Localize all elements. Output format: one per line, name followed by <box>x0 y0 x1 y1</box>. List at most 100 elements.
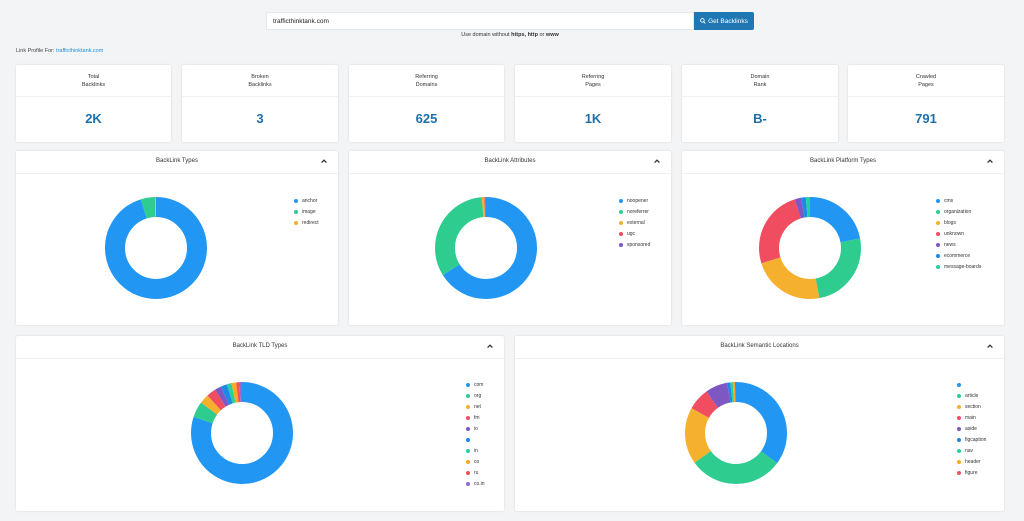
legend-dot-icon <box>466 437 470 442</box>
legend-label: blogs <box>944 219 956 226</box>
stat-value: 625 <box>415 111 438 126</box>
donut-slice-article[interactable] <box>685 382 787 484</box>
get-backlinks-button[interactable]: Get Backlinks <box>694 12 754 30</box>
get-backlinks-label: Get Backlinks <box>708 17 748 25</box>
panel-title: BackLink TLD Types <box>232 343 288 349</box>
chevron-up-icon[interactable] <box>653 157 661 165</box>
legend-label: noopener <box>627 197 649 204</box>
legend-dot-icon <box>466 404 470 409</box>
legend-item[interactable]: org <box>466 390 485 401</box>
legend-item[interactable]: ugc <box>619 228 650 239</box>
legend-item[interactable]: noreferrer <box>619 206 650 217</box>
legend-item[interactable]: image <box>294 206 319 217</box>
legend-item[interactable]: in <box>466 445 485 456</box>
chevron-up-icon[interactable] <box>986 157 994 165</box>
stat-label: Total Backlinks <box>81 74 106 88</box>
panel-title: BackLink Semantic Locations <box>720 343 799 349</box>
legend-label: anchor <box>302 197 318 204</box>
legend-label: noreferrer <box>627 208 649 215</box>
legend-item[interactable]: nav <box>957 445 986 456</box>
legend-item[interactable]: ecommerce <box>936 250 981 261</box>
donut-slice-organization[interactable] <box>759 197 861 299</box>
donut-slice-figure[interactable] <box>685 382 787 484</box>
legend-item[interactable] <box>466 434 485 445</box>
legend-dot-icon <box>957 415 961 420</box>
donut-chart <box>435 197 537 299</box>
legend-item[interactable]: message-boards <box>936 261 981 272</box>
legend-dot-icon <box>936 209 940 214</box>
donut-slice-co.in[interactable] <box>191 382 293 484</box>
legend-label: cms <box>944 197 954 204</box>
legend-dot-icon <box>619 231 623 236</box>
donut-slice-redirect[interactable] <box>105 197 207 299</box>
legend-dot-icon <box>466 481 470 486</box>
stat-label: Referring Domains <box>415 74 438 88</box>
donut-chart <box>191 382 293 484</box>
legend-item[interactable]: figure <box>957 467 986 478</box>
legend-label: fm <box>474 414 480 421</box>
legend-item[interactable]: blogs <box>936 217 981 228</box>
donut-slice-message-boards[interactable] <box>759 197 861 299</box>
stat-label: Crawled Pages <box>915 74 937 88</box>
legend-label: ecommerce <box>944 252 971 259</box>
legend-item[interactable]: ru <box>466 467 485 478</box>
stat-value: 1K <box>584 111 602 126</box>
legend-dot-icon <box>619 209 623 214</box>
legend-item[interactable]: net <box>466 401 485 412</box>
donut-slice-noreferrer[interactable] <box>435 197 537 299</box>
legend-item[interactable]: sponsored <box>619 239 650 250</box>
chevron-up-icon[interactable] <box>486 342 494 350</box>
search-bar: Get Backlinks <box>266 12 754 30</box>
legend-dot-icon <box>957 426 961 431</box>
donut-slice-section[interactable] <box>685 382 787 484</box>
legend-item[interactable]: external <box>619 217 650 228</box>
domain-search-input[interactable] <box>266 12 694 30</box>
legend-label: co.in <box>474 480 485 487</box>
legend-item[interactable]: anchor <box>294 195 319 206</box>
chevron-up-icon[interactable] <box>986 342 994 350</box>
legend-item[interactable]: section <box>957 401 986 412</box>
legend-item[interactable]: io <box>466 423 485 434</box>
stat-value: 791 <box>915 111 937 126</box>
legend-item[interactable]: news <box>936 239 981 250</box>
legend-item[interactable]: organization <box>936 206 981 217</box>
donut-slice-blogs[interactable] <box>759 197 861 299</box>
legend-item[interactable]: com <box>466 379 485 390</box>
panel-backlink-types: BackLink Types anchor image redirect <box>16 151 338 325</box>
legend-label: nav <box>965 447 974 454</box>
donut-slice-anchor[interactable] <box>105 197 207 299</box>
legend-item[interactable]: fm <box>466 412 485 423</box>
legend-item[interactable]: noopener <box>619 195 650 206</box>
legend-item[interactable]: figcaption <box>957 434 986 445</box>
donut-slice-unknown[interactable] <box>759 197 861 299</box>
legend-item[interactable]: co <box>466 456 485 467</box>
legend-item[interactable]: redirect <box>294 217 319 228</box>
panel-title: BackLink Attributes <box>484 158 536 164</box>
panel-title: BackLink Types <box>156 158 198 164</box>
legend-item[interactable]: article <box>957 390 986 401</box>
legend-item[interactable]: unknown <box>936 228 981 239</box>
legend-item[interactable]: co.in <box>466 478 485 489</box>
legend-dot-icon <box>294 198 298 203</box>
legend-dot-icon <box>294 220 298 225</box>
legend-dot-icon <box>936 264 940 269</box>
legend-dot-icon <box>466 382 470 387</box>
legend-item[interactable]: aside <box>957 423 986 434</box>
chevron-up-icon[interactable] <box>320 157 328 165</box>
legend-label: io <box>474 425 478 432</box>
legend-item[interactable]: main <box>957 412 986 423</box>
stat-card-domain-rank: Domain Rank B- <box>682 65 838 142</box>
legend-label: co <box>474 458 480 465</box>
legend-label: figure <box>965 469 978 476</box>
legend-dot-icon <box>936 220 940 225</box>
legend-dot-icon <box>466 393 470 398</box>
legend-item[interactable]: cms <box>936 195 981 206</box>
panel-backlink-attributes: BackLink Attributes noopener noreferrer ex… <box>349 151 671 325</box>
donut-slice-sponsored[interactable] <box>435 197 537 299</box>
legend-item[interactable] <box>957 379 986 390</box>
donut-chart <box>759 197 861 299</box>
legend-dot-icon <box>957 437 961 442</box>
profile-domain-link[interactable]: trafficthinktank.com <box>56 48 104 54</box>
legend-item[interactable]: header <box>957 456 986 467</box>
legend-label: sponsored <box>627 241 651 248</box>
